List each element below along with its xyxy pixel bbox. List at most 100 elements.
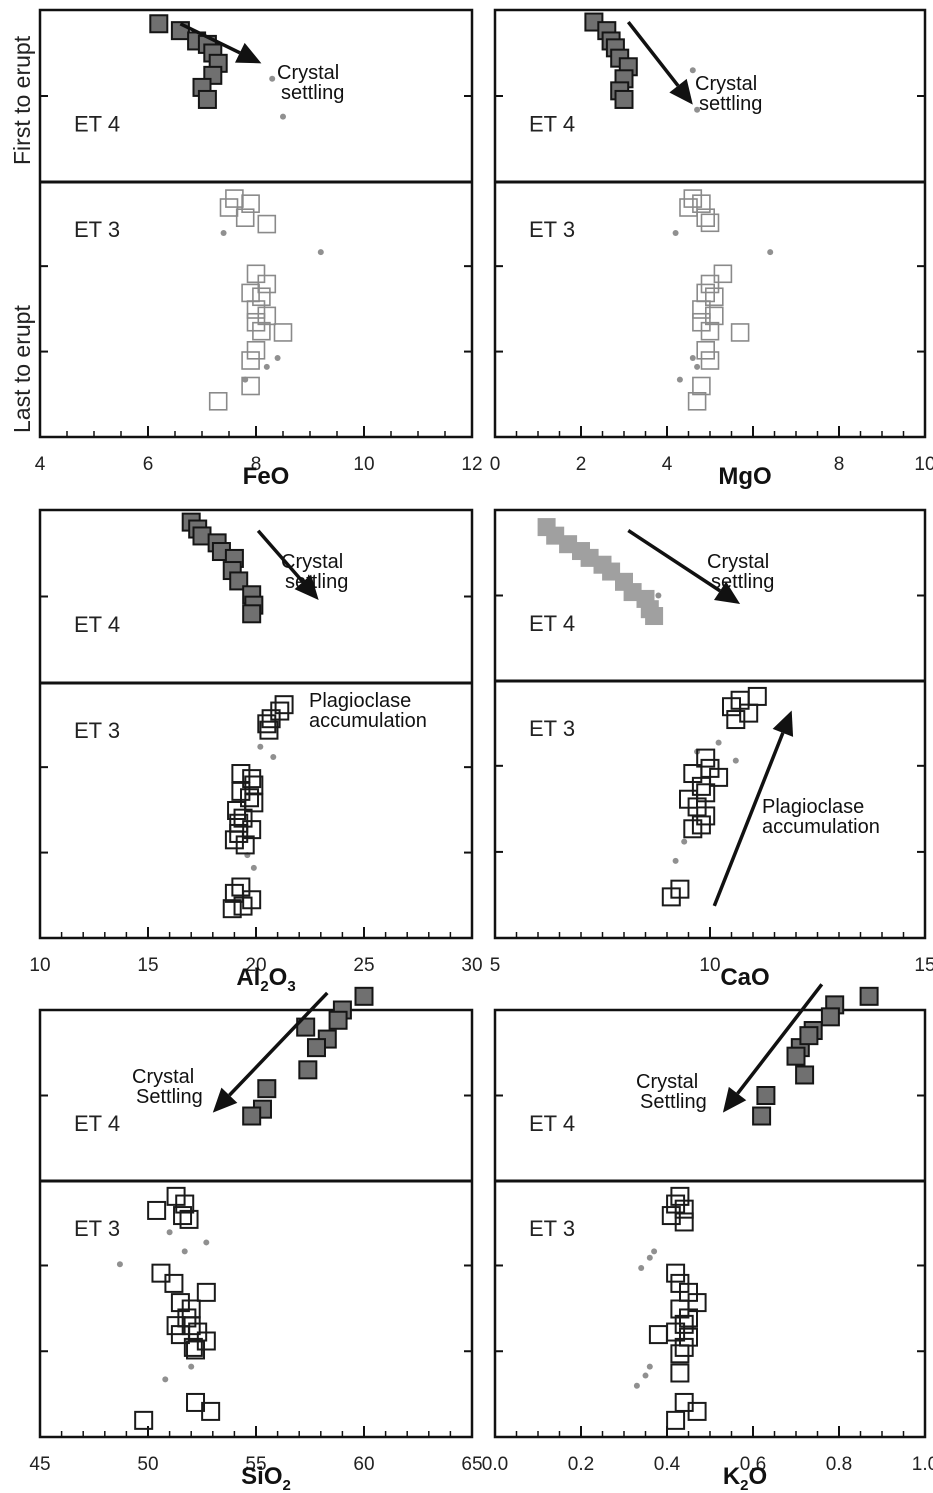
data-point-et3 (208, 391, 228, 411)
x-tick-label: 1.0 (912, 1454, 933, 1475)
trend-arrow-shaft (627, 529, 722, 593)
data-point-dot (181, 1248, 188, 1255)
x-tick-label: 0.6 (740, 1454, 766, 1475)
x-axis-title: SiO2 (241, 1463, 291, 1493)
x-axis-title: Al2O3 (236, 964, 295, 995)
data-point-dot (317, 249, 324, 256)
data-point-et3 (666, 1410, 686, 1430)
data-point-dot (188, 1363, 195, 1370)
data-point-et3 (252, 321, 271, 341)
data-point-et3 (739, 703, 759, 723)
zone-label-et3: ET 3 (529, 1216, 575, 1241)
data-point-et3 (224, 830, 244, 850)
data-point-et3 (700, 213, 720, 233)
x-tick-label: 8 (834, 454, 845, 475)
data-point-et3 (691, 776, 711, 796)
zone-label-et4: ET 4 (529, 112, 575, 137)
data-point-et3 (173, 1206, 193, 1226)
zone-label-et4: ET 4 (74, 112, 120, 137)
x-tick-label: 10 (914, 454, 933, 475)
data-point-dot (269, 75, 276, 82)
data-point-et3 (241, 376, 260, 396)
zone-label-et3: ET 3 (74, 217, 120, 242)
data-point-et3 (175, 1194, 195, 1214)
data-point-et4 (229, 571, 249, 591)
data-point-et3 (661, 1206, 681, 1226)
data-point-et3 (242, 769, 262, 789)
panels-container: 4 6 8 10 12 FeO ET 4 ET 3 Crystal settling 0 2 4 8 10 M… (29, 8, 933, 1493)
trend-arrow-shaft (256, 529, 305, 584)
zone-label-et3: ET 3 (529, 217, 575, 242)
zone-label-et4: ET 4 (529, 611, 575, 636)
data-point-et3 (164, 1273, 184, 1293)
data-point-et3 (674, 1212, 694, 1232)
x-tick-label: 6 (143, 454, 154, 475)
data-point-dot (633, 1382, 640, 1389)
data-point-et3 (274, 695, 294, 715)
data-point-et3 (179, 1209, 199, 1229)
x-tick-label: 25 (353, 955, 374, 976)
x-tick-label: 50 (137, 1454, 158, 1475)
trend-arrow-shaft (736, 983, 824, 1095)
data-point-et3 (241, 194, 260, 213)
trend-arrow-shaft (179, 22, 241, 55)
annotation-crystal: Crystal settling (277, 62, 344, 104)
data-point-dot (638, 1265, 645, 1272)
data-point-et3 (147, 1200, 167, 1220)
x-tick-label: 65 (461, 1454, 482, 1475)
data-point-et3 (692, 376, 711, 396)
data-point-et3 (700, 351, 720, 370)
data-point-et3 (257, 306, 277, 326)
data-point-et4 (242, 604, 262, 624)
zone-label-et4: ET 4 (74, 612, 120, 637)
data-point-dot (166, 1229, 173, 1236)
x-axis-title: FeO (243, 463, 290, 490)
data-point-et3 (257, 714, 277, 734)
data-point-dot (270, 753, 277, 760)
zone-label-et3: ET 3 (529, 716, 575, 741)
x-tick-label: 20 (245, 955, 266, 976)
data-point-et4 (786, 1046, 806, 1066)
trend-arrow-shaft (626, 20, 680, 87)
data-point-et3 (134, 1410, 154, 1430)
data-point-dot (220, 230, 227, 236)
side-label-last: Last to erupt (9, 305, 35, 433)
data-point-et3 (747, 686, 767, 706)
data-point-et4 (298, 1060, 318, 1080)
trend-arrow-head (772, 710, 794, 737)
data-point-et4 (328, 1010, 348, 1030)
data-point-et3 (219, 198, 239, 217)
data-point-et4 (149, 14, 169, 34)
data-point-et3 (246, 300, 266, 319)
panel-ko: 0.0 0.2 0.4 0.6 0.8 1.0 K2O ET 4 ET 3 Crystal Sett… (482, 983, 933, 1493)
data-point-et4 (354, 986, 374, 1006)
data-point-dot (263, 363, 270, 370)
data-point-dot (655, 592, 662, 599)
panel-cao: 5 10 15 CaO ET 4 ET 3 Crystal settling Plagiocla… (490, 508, 933, 991)
data-point-et3 (261, 709, 281, 729)
data-point-et4 (257, 1079, 277, 1099)
data-point-et4 (242, 1106, 262, 1126)
x-tick-label: 15 (914, 955, 933, 976)
data-point-et3 (233, 896, 253, 916)
data-point-et3 (648, 1325, 668, 1345)
x-tick-label: 5 (490, 955, 501, 976)
trend-arrow-head (714, 581, 741, 605)
data-point-et3 (183, 1337, 203, 1357)
data-point-dot (642, 1372, 649, 1379)
data-point-et3 (713, 264, 733, 284)
data-point-et3 (259, 720, 279, 740)
data-point-et4 (614, 89, 634, 109)
zone-label-et4: ET 4 (74, 1111, 120, 1136)
data-point-et3 (240, 788, 260, 808)
data-point-dot (732, 757, 739, 764)
data-point-et3 (151, 1263, 171, 1283)
x-tick-label: 0.2 (568, 1454, 594, 1475)
x-tick-label: 0.8 (826, 1454, 852, 1475)
data-point-dot (257, 743, 264, 750)
data-point-et3 (229, 823, 249, 843)
data-point-dot (250, 864, 257, 871)
data-point-et4 (859, 986, 879, 1006)
